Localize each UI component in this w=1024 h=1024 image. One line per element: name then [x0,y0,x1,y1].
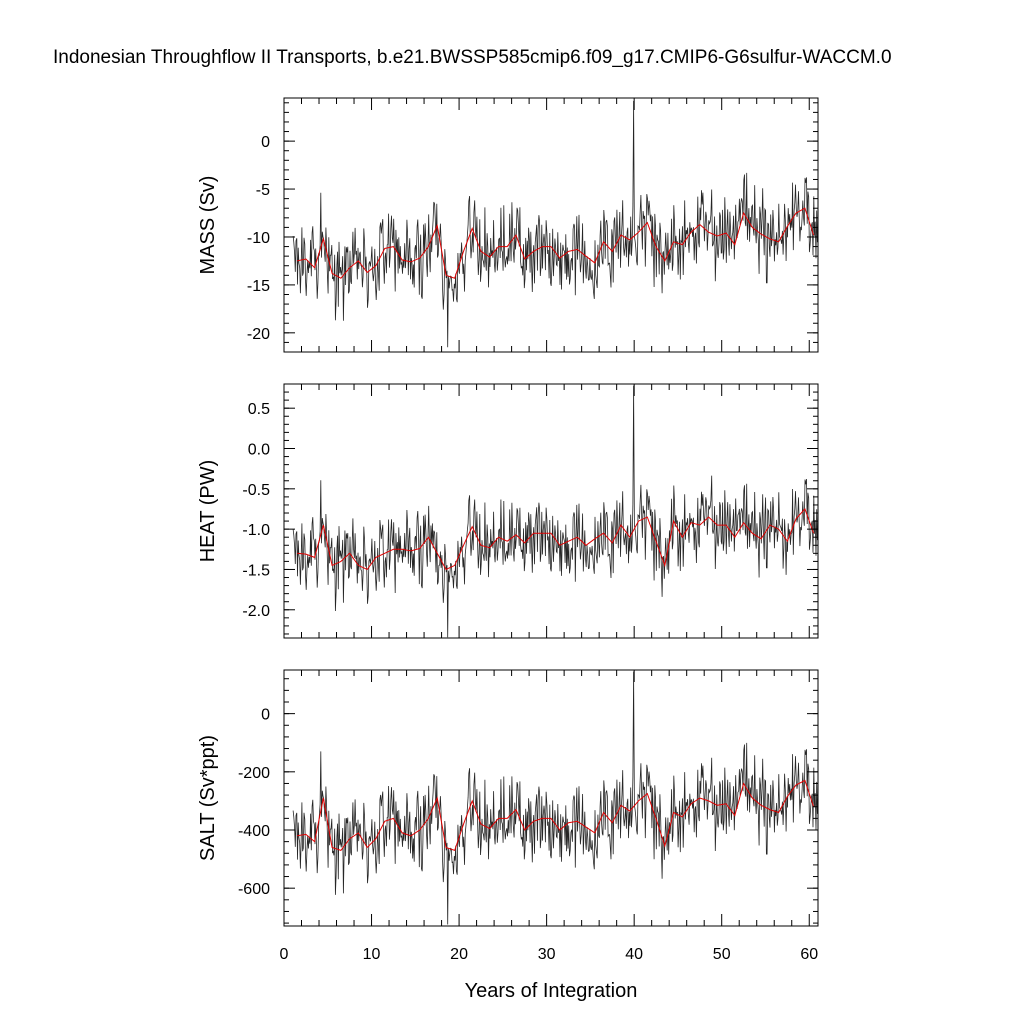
mass-y-axis-label: MASS (Sv) [197,176,219,275]
mass-panel: -20 -15 -10 -5 0 MASS (Sv) [197,97,819,353]
heat-y-tick-label: -2.0 [242,603,270,620]
salt-panel: -600 -400 -200 0 0 10 20 30 40 50 60 SALT (Sv*ppt)… [197,669,819,1002]
heat-raw-line [292,385,818,638]
heat-y-tick-label: -0.5 [242,482,270,499]
salt-raw-line [292,671,818,925]
x-tick-label: 60 [800,946,818,963]
heat-frame [283,383,819,639]
salt-annual-mean-series [297,779,815,852]
mass-y-tick-label: -20 [247,326,270,343]
salt-frame [283,669,819,927]
x-tick-label: 10 [363,946,381,963]
mass-y-tick-label: -15 [247,278,270,295]
salt-monthly-series [292,671,818,925]
mass-smoothed-line [296,207,815,279]
heat-y-tick-label: 0.5 [248,401,270,418]
mass-annual-mean-series [296,207,815,279]
salt-y-axis-label: SALT (Sv*ppt) [197,735,219,861]
x-tick-label: 30 [538,946,556,963]
salt-y-tick-label: 0 [261,707,270,724]
mass-monthly-series [292,100,818,348]
salt-y-tick-label: -200 [238,765,270,782]
heat-y-tick-label: -1.0 [242,522,270,539]
salt-y-tick-label: -600 [238,881,270,898]
mass-y-tick-label: 0 [261,134,270,151]
x-tick-label: 50 [713,946,731,963]
figure-title: Indonesian Throughflow II Transports, b.… [53,47,892,68]
heat-annual-mean-series [297,508,815,571]
mass-y-tick-label: -5 [256,182,270,199]
mass-axes: -20 -15 -10 -5 0 [247,97,819,353]
mass-y-tick-label: -10 [247,230,270,247]
heat-y-tick-label: 0.0 [248,442,270,459]
mass-raw-line [292,100,818,348]
x-tick-label: 0 [280,946,289,963]
mass-frame [283,97,819,353]
salt-axes: -600 -400 -200 0 0 10 20 30 40 50 60 [238,669,819,963]
x-tick-label: 40 [625,946,643,963]
x-axis-label: Years of Integration [465,980,638,1002]
x-tick-label: 20 [450,946,468,963]
heat-smoothed-line [297,508,815,571]
salt-smoothed-line [297,779,815,852]
heat-monthly-series [292,385,818,638]
heat-y-axis-label: HEAT (PW) [197,460,219,563]
heat-y-tick-label: -1.5 [242,562,270,579]
salt-y-tick-label: -400 [238,823,270,840]
heat-panel: -2.0 -1.5 -1.0 -0.5 0.0 0.5 HEAT (PW) [197,383,819,639]
heat-axes: -2.0 -1.5 -1.0 -0.5 0.0 0.5 [242,383,819,639]
